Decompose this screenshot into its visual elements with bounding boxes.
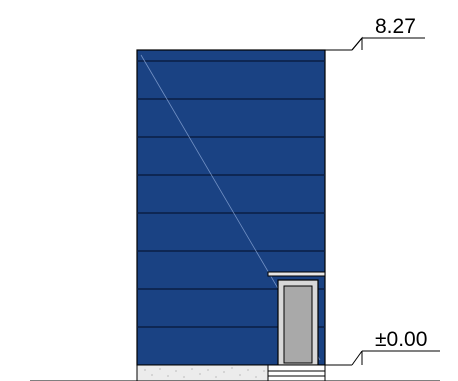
level-label-top: 8.27 <box>375 15 416 38</box>
level-marker-ground: ±0.00 <box>325 328 440 366</box>
level-marker-top: 8.27 <box>325 15 425 51</box>
level-label-ground: ±0.00 <box>375 328 427 351</box>
door-glazing <box>283 285 313 364</box>
entrance-canopy <box>267 271 326 277</box>
entrance-steps <box>267 364 326 381</box>
